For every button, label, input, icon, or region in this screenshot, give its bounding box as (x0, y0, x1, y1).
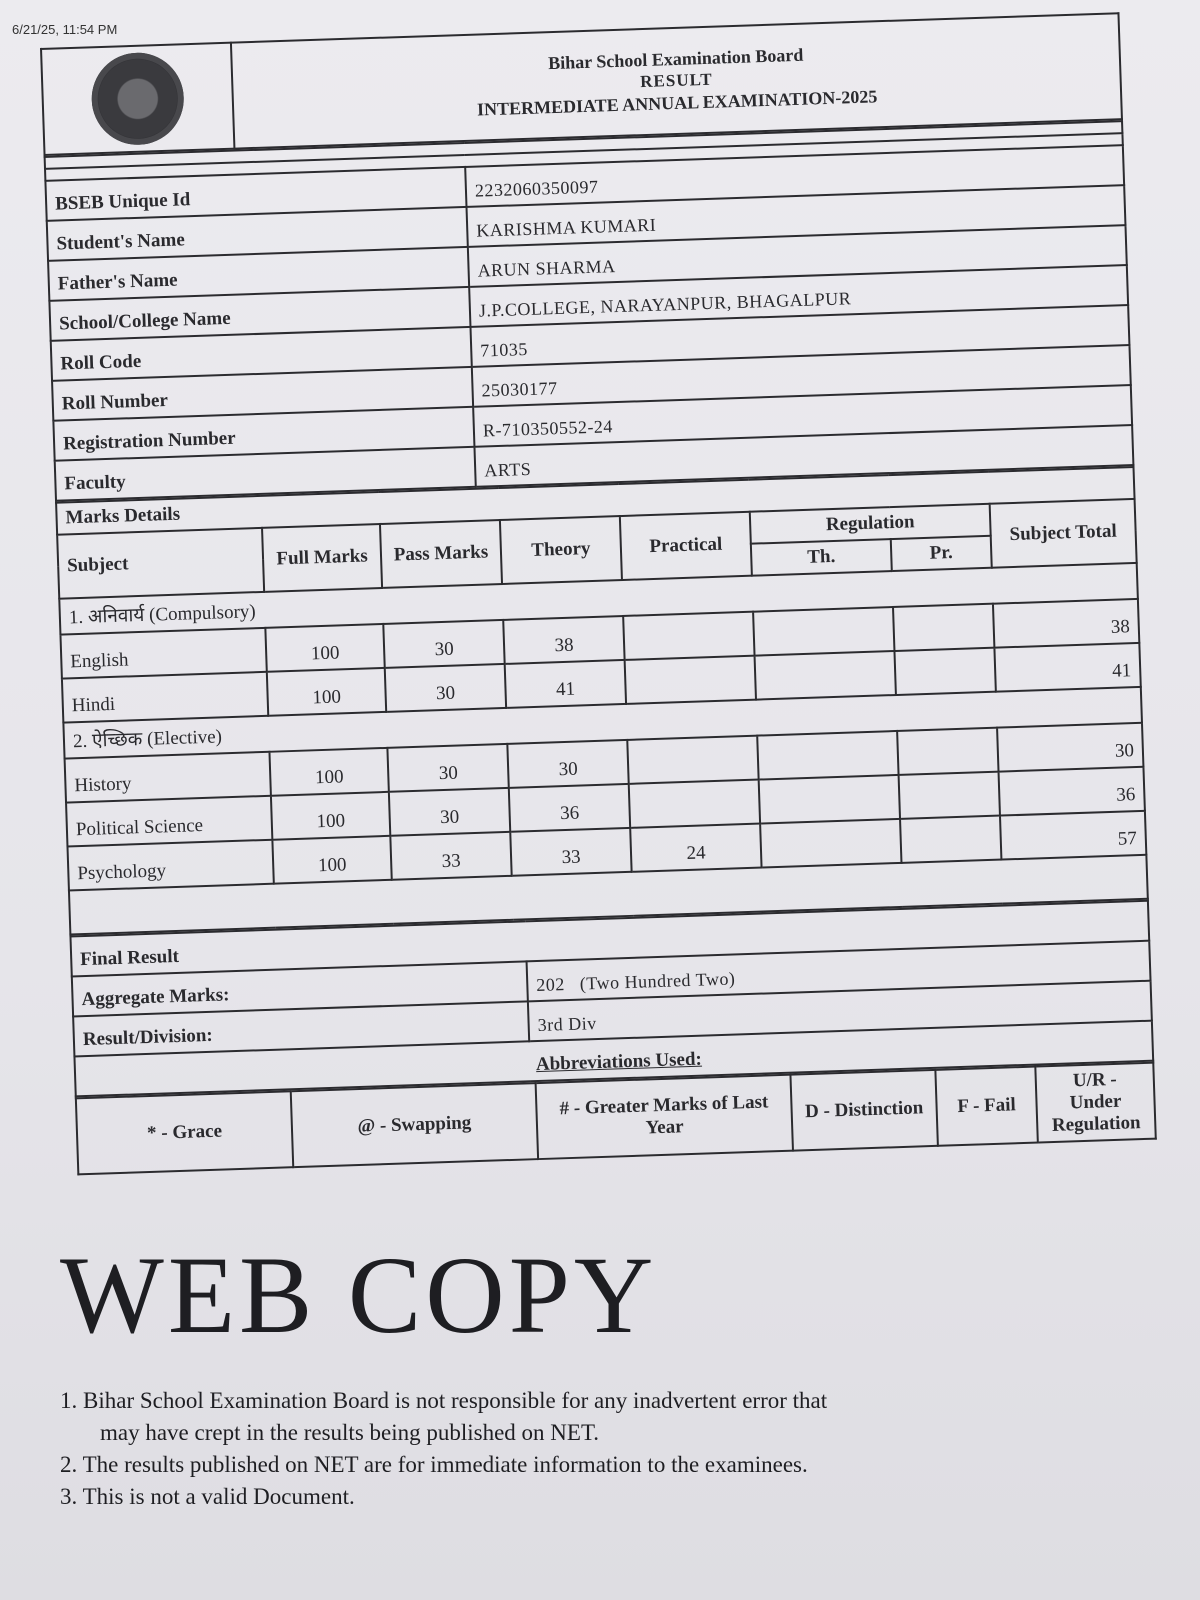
aggregate-words: (Two Hundred Two) (579, 968, 736, 994)
abbr-under-regulation: U/R - Under Regulation (1035, 1062, 1156, 1143)
disclaimer-line: 2. The results published on NET are for … (60, 1452, 808, 1477)
web-copy-watermark: WEB COPY (60, 1234, 658, 1356)
marks-table: Marks Details Subject Full Marks Pass Ma… (55, 466, 1149, 936)
disclaimer-watermark: 1. Bihar School Examination Board is not… (60, 1385, 827, 1513)
abbr-distinction: D - Distinction (790, 1069, 938, 1151)
abbr-swapping: @ - Swapping (290, 1083, 539, 1168)
aggregate-value: 202 (536, 974, 566, 996)
disclaimer-line: 3. This is not a valid Document. (60, 1484, 355, 1509)
logo-cell (41, 42, 235, 155)
disclaimer-line: may have crept in the results being publ… (100, 1420, 600, 1445)
bseb-seal-logo-icon (90, 51, 186, 147)
abbr-grace: * - Grace (75, 1091, 294, 1175)
disclaimer-line: 1. Bihar School Examination Board is not… (60, 1388, 828, 1413)
print-timestamp: 6/21/25, 11:54 PM (12, 22, 118, 37)
abbr-greater-marks: # - Greater Marks of Last Year (535, 1074, 793, 1160)
student-info-table: BSEB Unique Id 2232060350097 Student's Na… (44, 120, 1135, 502)
abbr-fail: F - Fail (935, 1066, 1038, 1146)
result-document: Bihar School Examination Board RESULT IN… (40, 12, 1157, 1175)
